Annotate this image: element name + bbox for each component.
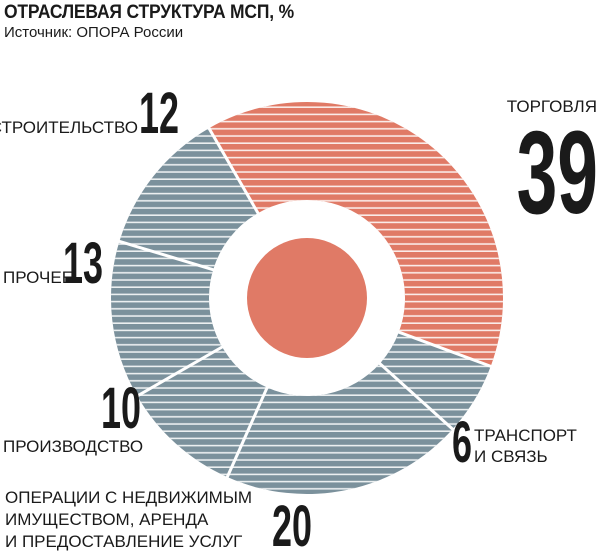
slice-stripes-3 xyxy=(137,347,268,478)
slice-separator-0 xyxy=(206,125,261,216)
label-realestate-name: ОПЕРАЦИИ С НЕДВИЖИМЫМ ИМУЩЕСТВОМ, АРЕНДА… xyxy=(5,488,257,551)
label-production-name: ПРОИЗВОДСТВО xyxy=(3,437,143,456)
slice-separator-5 xyxy=(117,239,216,272)
label-transport-name: ТРАНСПОРТ И СВЯЗЬ xyxy=(474,426,582,466)
slices-group xyxy=(110,101,503,494)
chart-source: Источник: ОПОРА России xyxy=(4,24,184,41)
slice-stripes-5 xyxy=(119,128,258,270)
label-trade-value: 39 xyxy=(517,106,598,238)
label-transport-line-1: ТРАНСПОРТ xyxy=(474,426,577,445)
slice-separator-4 xyxy=(134,344,225,399)
label-realestate-line-1: ОПЕРАЦИИ С НЕДВИЖИМЫМ xyxy=(5,488,252,507)
chart-title: ОТРАСЛЕВАЯ СТРУКТУРА МСП, % xyxy=(4,2,294,23)
label-realestate-line-3: И ПРЕДОСТАВЛЕНИЕ УСЛУГ xyxy=(5,532,242,551)
slice-stripes-0 xyxy=(209,101,503,367)
label-other-value: 13 xyxy=(63,231,103,296)
label-transport-value: 6 xyxy=(452,410,472,475)
slice-stripes-4 xyxy=(110,241,223,396)
label-realestate-line-2: ИМУЩЕСТВОМ, АРЕНДА xyxy=(5,510,209,529)
center-dot xyxy=(247,238,367,358)
slice-separator-1 xyxy=(396,330,494,369)
slice-separator-3 xyxy=(225,385,270,480)
label-trade-name: ТОРГОВЛЯ xyxy=(507,97,597,116)
label-transport-line-2: И СВЯЗЬ xyxy=(474,447,548,466)
slice-stripes-2 xyxy=(227,363,453,494)
label-production-value: 10 xyxy=(101,376,141,441)
label-construction-value: 12 xyxy=(139,81,179,146)
label-realestate-value: 20 xyxy=(272,494,312,552)
label-other-name: ПРОЧЕЕ xyxy=(3,268,73,287)
slice-separator-2 xyxy=(377,361,456,432)
label-construction-name: СТРОИТЕЛЬСТВО xyxy=(0,118,138,137)
